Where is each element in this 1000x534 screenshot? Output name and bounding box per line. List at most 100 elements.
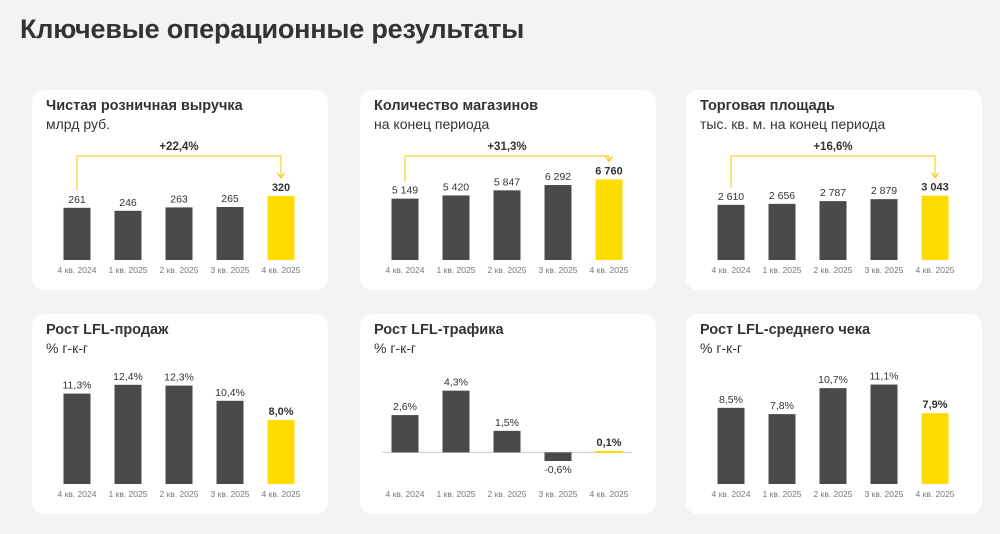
category-label: 1 кв. 2025: [109, 265, 148, 275]
card-subtitle: % г-к-г: [374, 340, 416, 356]
category-label: 1 кв. 2025: [437, 489, 476, 499]
category-label: 2 кв. 2025: [488, 489, 527, 499]
category-label: 4 кв. 2025: [590, 489, 629, 499]
category-label: 1 кв. 2025: [437, 265, 476, 275]
card-title: Чистая розничная выручка: [46, 98, 243, 114]
data-label: 4,3%: [444, 377, 468, 389]
store-count-chart: 5 149 4 кв. 2024 5 420 1 кв. 2025 5 847 2 кв.…: [386, 141, 629, 275]
bar: [165, 385, 193, 484]
bar: [114, 384, 142, 484]
data-label: 246: [119, 197, 137, 209]
data-label: 2,6%: [393, 401, 417, 413]
data-label: 265: [221, 193, 239, 205]
card-title: Рост LFL-среднего чека: [700, 322, 871, 338]
category-label: 1 кв. 2025: [763, 265, 802, 275]
arrow-down-icon: [605, 156, 613, 163]
bar: [717, 204, 745, 260]
category-label: 4 кв. 2024: [386, 265, 425, 275]
category-label: 4 кв. 2025: [590, 265, 629, 275]
arrow-down-icon: [931, 172, 939, 179]
growth-label: +16,6%: [813, 141, 852, 153]
category-label: 4 кв. 2025: [916, 265, 955, 275]
data-label: 7,9%: [922, 399, 947, 411]
bar: [216, 207, 244, 260]
data-label: 5 420: [443, 181, 469, 193]
data-label: 8,0%: [268, 406, 293, 418]
data-label: 6 760: [595, 165, 623, 177]
selling-space-chart: 2 610 4 кв. 2024 2 656 1 кв. 2025 2 787 2 кв.…: [712, 141, 955, 275]
bar: [544, 185, 572, 260]
growth-bracket: [76, 155, 285, 191]
category-label: 2 кв. 2025: [814, 265, 853, 275]
lfl-sales-chart: 11,3% 4 кв. 2024 12,4% 1 кв. 2025 12,3% 2 кв.…: [58, 371, 301, 499]
bar: [544, 452, 572, 462]
category-label: 4 кв. 2024: [712, 489, 751, 499]
category-label: 3 кв. 2025: [211, 265, 250, 275]
category-label: 3 кв. 2025: [865, 489, 904, 499]
data-label: 3 043: [921, 182, 949, 194]
data-label: 12,3%: [164, 372, 194, 384]
data-label: -0,6%: [544, 464, 571, 476]
category-label: 3 кв. 2025: [539, 489, 578, 499]
data-label: 11,1%: [870, 371, 899, 383]
growth-bracket: [404, 155, 613, 182]
data-label: 320: [272, 182, 290, 194]
bar: [216, 400, 244, 484]
data-label: 11,3%: [63, 380, 92, 392]
category-label: 4 кв. 2024: [386, 489, 425, 499]
data-label: 12,4%: [113, 371, 143, 383]
bar: [391, 415, 419, 453]
category-label: 2 кв. 2025: [814, 489, 853, 499]
data-label: 263: [170, 193, 188, 205]
category-label: 4 кв. 2024: [58, 265, 97, 275]
category-label: 3 кв. 2025: [211, 489, 250, 499]
bar-highlight: [595, 179, 623, 260]
bar: [870, 384, 898, 484]
arrow-down-icon: [277, 172, 285, 180]
lfl-traffic-chart: 2,6% 4 кв. 2024 4,3% 1 кв. 2025 1,5% 2 кв. 20…: [382, 377, 632, 499]
bar: [442, 390, 470, 453]
data-label: 10,7%: [818, 374, 848, 386]
bar: [768, 203, 796, 260]
card-title: Торговая площадь: [700, 98, 835, 114]
data-label: 261: [68, 194, 86, 206]
card-title: Количество магазинов: [374, 98, 539, 114]
lfl-average-ticket-chart: 8,5% 4 кв. 2024 7,8% 1 кв. 2025 10,7% 2 кв. 2…: [712, 371, 955, 499]
category-label: 4 кв. 2025: [262, 265, 301, 275]
category-label: 4 кв. 2024: [58, 489, 97, 499]
card-selling-space: Торговая площадь тыс. кв. м. на конец пе…: [686, 90, 982, 290]
bar: [819, 201, 847, 260]
data-label: 2 787: [820, 187, 846, 199]
category-label: 1 кв. 2025: [109, 489, 148, 499]
bar: [493, 190, 521, 260]
bar-highlight: [921, 195, 949, 260]
bar: [493, 430, 521, 453]
card-subtitle: % г-к-г: [700, 340, 742, 356]
category-label: 2 кв. 2025: [488, 265, 527, 275]
bar: [870, 199, 898, 260]
data-label: 6 292: [545, 171, 571, 183]
data-label: 5 149: [392, 185, 418, 197]
category-label: 2 кв. 2025: [160, 489, 199, 499]
card-net-retail-revenue: Чистая розничная выручка млрд руб. 261 4 …: [32, 90, 328, 290]
card-subtitle: % г-к-г: [46, 340, 88, 356]
data-label: 2 879: [871, 185, 897, 197]
bar: [442, 195, 470, 260]
category-label: 4 кв. 2025: [916, 489, 955, 499]
card-subtitle: на конец периода: [374, 116, 490, 132]
revenue-chart: 261 4 кв. 2024 246 1 кв. 2025 263 2 кв. 2025 2…: [58, 141, 301, 275]
bar-highlight: [921, 413, 949, 484]
data-label: 5 847: [494, 176, 520, 188]
card-lfl-sales: Рост LFL-продаж % г-к-г 11,3% 4 кв. 2024 1…: [32, 314, 328, 514]
growth-label: +22,4%: [159, 141, 198, 153]
card-title: Рост LFL-продаж: [46, 322, 169, 338]
data-label: 10,4%: [215, 387, 245, 399]
bar: [114, 210, 142, 260]
bar-highlight: [595, 450, 623, 453]
bar-highlight: [267, 420, 295, 484]
category-label: 3 кв. 2025: [539, 265, 578, 275]
growth-label: +31,3%: [487, 141, 526, 153]
card-subtitle: млрд руб.: [46, 116, 111, 132]
category-label: 4 кв. 2024: [712, 265, 751, 275]
data-label: 7,8%: [770, 400, 794, 412]
